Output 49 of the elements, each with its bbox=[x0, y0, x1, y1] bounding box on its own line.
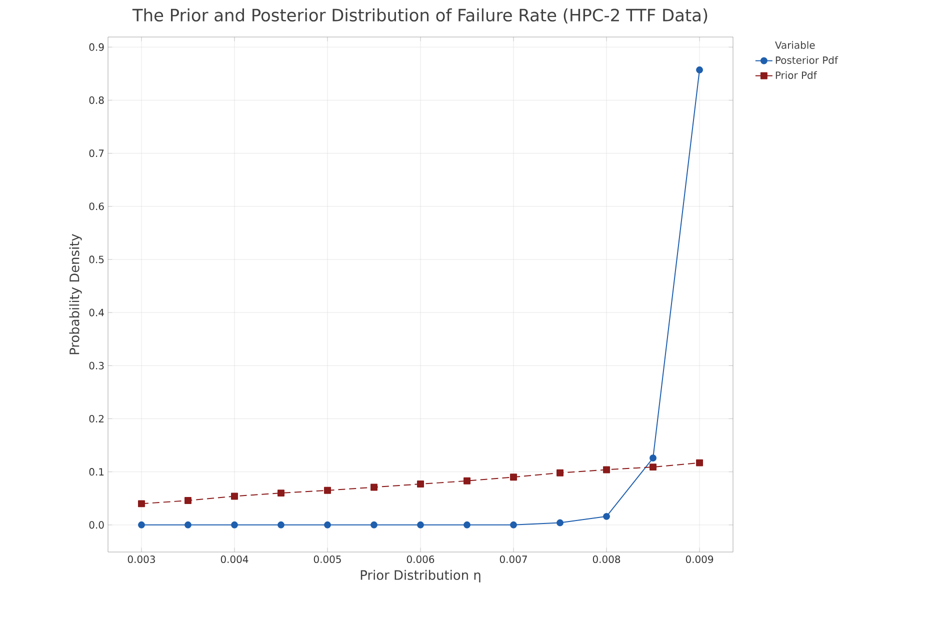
legend-label: Prior Pdf bbox=[776, 71, 818, 79]
point bbox=[138, 500, 145, 508]
x-tick-label: 0.003 bbox=[128, 556, 155, 564]
point bbox=[324, 521, 331, 528]
point bbox=[184, 521, 192, 528]
y-tick-label: 0.0 bbox=[89, 521, 104, 529]
point bbox=[138, 521, 145, 528]
point bbox=[556, 469, 564, 476]
y-tick-label: 0.3 bbox=[89, 362, 104, 370]
point bbox=[650, 454, 657, 462]
point bbox=[510, 521, 517, 528]
y-axis-title: Probability Density bbox=[69, 234, 82, 354]
x-tick-label: 0.006 bbox=[406, 556, 434, 564]
point bbox=[696, 66, 704, 74]
point bbox=[696, 459, 704, 466]
point bbox=[464, 521, 470, 528]
point bbox=[231, 492, 238, 500]
x-tick-label: 0.005 bbox=[314, 556, 341, 564]
point bbox=[278, 521, 284, 528]
y-tick-label: 0.2 bbox=[89, 414, 104, 423]
point bbox=[417, 521, 424, 528]
point bbox=[510, 474, 517, 481]
point bbox=[278, 490, 284, 497]
y-tick-label: 0.1 bbox=[89, 468, 104, 476]
chart-title: The Prior and Posterior Distribution of Failure Rate (HPC-2 TTF Data) bbox=[132, 8, 708, 24]
y-tick-label: 0.7 bbox=[89, 149, 104, 158]
y-tick-label: 0.9 bbox=[89, 43, 104, 51]
point bbox=[417, 480, 424, 488]
point bbox=[603, 512, 610, 520]
point bbox=[324, 486, 331, 494]
point bbox=[603, 466, 610, 474]
x-axis-title: Prior Distribution η bbox=[360, 570, 480, 582]
point bbox=[231, 521, 238, 528]
point bbox=[556, 519, 564, 526]
point bbox=[184, 497, 192, 504]
x-tick-label: 0.008 bbox=[592, 556, 620, 564]
y-tick-label: 0.6 bbox=[89, 202, 104, 210]
legend-label: Posterior Pdf bbox=[776, 56, 838, 64]
point bbox=[370, 521, 378, 528]
y-tick-label: 0.5 bbox=[89, 256, 104, 264]
y-tick-label: 0.4 bbox=[89, 308, 104, 316]
point bbox=[370, 484, 378, 491]
point bbox=[650, 464, 657, 471]
legend-title: Variable bbox=[775, 41, 815, 49]
x-tick-label: 0.009 bbox=[686, 556, 714, 564]
point bbox=[464, 477, 470, 484]
x-tick-label: 0.004 bbox=[220, 556, 248, 564]
x-tick-label: 0.007 bbox=[500, 556, 527, 564]
y-tick-label: 0.8 bbox=[89, 96, 104, 104]
